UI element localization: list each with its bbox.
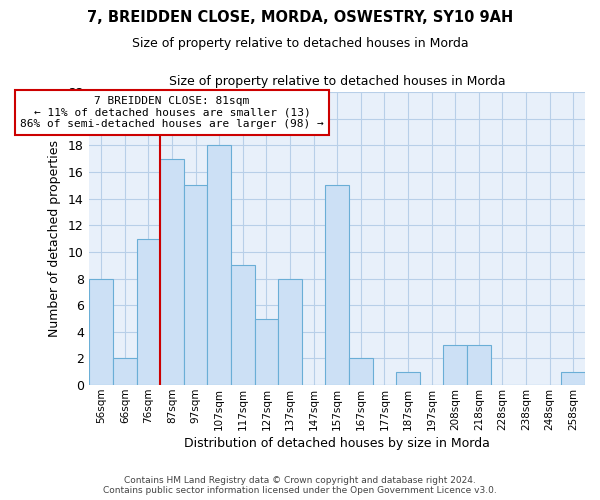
Bar bbox=[113, 358, 137, 385]
Bar bbox=[184, 185, 208, 385]
Bar bbox=[89, 278, 113, 385]
X-axis label: Distribution of detached houses by size in Morda: Distribution of detached houses by size … bbox=[184, 437, 490, 450]
Text: 7, BREIDDEN CLOSE, MORDA, OSWESTRY, SY10 9AH: 7, BREIDDEN CLOSE, MORDA, OSWESTRY, SY10… bbox=[87, 10, 513, 25]
Title: Size of property relative to detached houses in Morda: Size of property relative to detached ho… bbox=[169, 75, 505, 88]
Bar bbox=[443, 345, 467, 385]
Bar bbox=[325, 185, 349, 385]
Bar bbox=[254, 318, 278, 385]
Bar bbox=[562, 372, 585, 385]
Y-axis label: Number of detached properties: Number of detached properties bbox=[48, 140, 61, 337]
Bar bbox=[349, 358, 373, 385]
Text: Size of property relative to detached houses in Morda: Size of property relative to detached ho… bbox=[131, 37, 469, 50]
Bar bbox=[160, 158, 184, 385]
Bar bbox=[278, 278, 302, 385]
Bar bbox=[467, 345, 491, 385]
Text: Contains HM Land Registry data © Crown copyright and database right 2024.
Contai: Contains HM Land Registry data © Crown c… bbox=[103, 476, 497, 495]
Bar bbox=[137, 238, 160, 385]
Bar bbox=[208, 146, 231, 385]
Bar bbox=[396, 372, 420, 385]
Bar bbox=[231, 265, 254, 385]
Text: 7 BREIDDEN CLOSE: 81sqm
← 11% of detached houses are smaller (13)
86% of semi-de: 7 BREIDDEN CLOSE: 81sqm ← 11% of detache… bbox=[20, 96, 324, 129]
